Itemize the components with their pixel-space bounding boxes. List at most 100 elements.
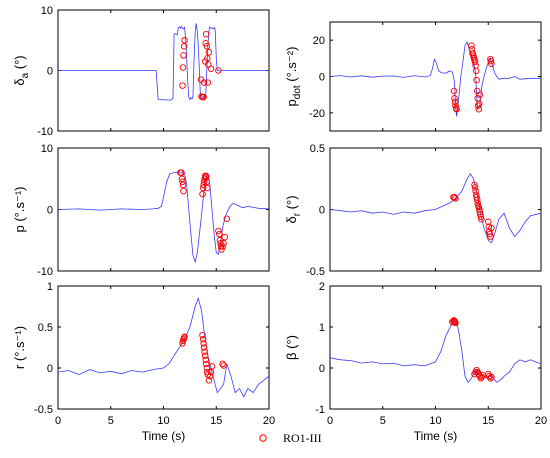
data-point-marker bbox=[474, 200, 481, 207]
data-point-marker bbox=[474, 102, 482, 109]
data-point-marker bbox=[477, 213, 485, 221]
legend-marker bbox=[259, 434, 267, 442]
data-point-marker bbox=[179, 64, 187, 71]
legend: RO1-III bbox=[259, 431, 322, 445]
data-point-marker bbox=[199, 336, 207, 343]
x-axis-label: Time (s) bbox=[414, 429, 458, 443]
y-tick-label: -20 bbox=[309, 108, 325, 120]
y-tick-label: 0 bbox=[319, 363, 325, 375]
series-line bbox=[58, 296, 269, 398]
data-point-marker bbox=[468, 42, 475, 49]
legend-label: RO1-III bbox=[283, 431, 322, 445]
data-point-marker bbox=[488, 373, 495, 381]
data-point-marker bbox=[486, 230, 494, 238]
series-line bbox=[58, 171, 269, 264]
data-point-marker bbox=[471, 58, 479, 66]
data-point-marker bbox=[476, 206, 483, 213]
data-point-marker bbox=[487, 57, 495, 65]
data-point-marker bbox=[205, 377, 213, 384]
y-axis-label: δa (°) bbox=[12, 55, 31, 85]
data-point-marker bbox=[202, 360, 210, 368]
x-tick-label: 0 bbox=[327, 415, 333, 427]
data-point-marker bbox=[179, 82, 186, 89]
data-point-marker bbox=[451, 98, 459, 106]
y-axis-label: δr (°) bbox=[284, 195, 303, 223]
x-axis-label: Time (s) bbox=[142, 429, 186, 443]
data-point-marker bbox=[200, 344, 208, 351]
series-line bbox=[330, 41, 541, 117]
panel-p: -10 0 10 p (°.s⁻¹) bbox=[12, 143, 270, 278]
y-tick-label: -10 bbox=[37, 126, 53, 138]
data-point-marker bbox=[450, 87, 458, 95]
axes-frame bbox=[329, 21, 542, 132]
data-point-marker bbox=[201, 352, 209, 359]
y-tick-label: 2 bbox=[319, 281, 325, 293]
series-line bbox=[58, 23, 269, 101]
series-line bbox=[330, 173, 541, 244]
x-tick-label: 10 bbox=[157, 415, 169, 427]
data-point-marker bbox=[478, 373, 486, 381]
data-point-marker bbox=[203, 43, 211, 50]
data-point-marker bbox=[199, 190, 206, 198]
data-point-marker bbox=[476, 100, 483, 108]
data-point-marker bbox=[487, 375, 494, 382]
panel-delta_a: -10 0 10 δa (°) bbox=[12, 5, 270, 138]
y-tick-label: -0.5 bbox=[306, 266, 325, 278]
y-axis-label: pdot (°.s⁻²) bbox=[284, 47, 303, 107]
x-tick-label: 5 bbox=[380, 415, 386, 427]
y-tick-label: 10 bbox=[41, 5, 53, 17]
data-point-marker bbox=[205, 49, 213, 56]
data-point-marker bbox=[203, 178, 211, 186]
y-tick-label: 1 bbox=[319, 322, 325, 334]
data-point-marker bbox=[223, 215, 231, 222]
panel-p_dot: -20 0 20 pdot (°.s⁻²) bbox=[284, 21, 542, 132]
x-tick-label: 15 bbox=[482, 415, 494, 427]
x-tick-label: 20 bbox=[535, 415, 547, 427]
y-axis-label: β (°) bbox=[284, 335, 299, 360]
data-point-marker bbox=[180, 187, 187, 195]
data-point-marker bbox=[181, 333, 188, 341]
data-point-marker bbox=[179, 340, 186, 347]
y-tick-label: -0.5 bbox=[34, 404, 53, 416]
data-point-marker bbox=[452, 102, 459, 109]
data-point-marker bbox=[453, 105, 460, 113]
data-point-marker bbox=[199, 184, 207, 192]
data-point-marker bbox=[206, 372, 214, 380]
axes-frame bbox=[329, 285, 542, 410]
data-point-marker bbox=[178, 175, 186, 183]
data-point-marker bbox=[216, 230, 223, 238]
data-point-marker bbox=[218, 246, 225, 253]
y-tick-label: 0.5 bbox=[38, 322, 53, 334]
x-tick-label: 10 bbox=[429, 415, 441, 427]
data-point-marker bbox=[200, 340, 207, 347]
data-point-marker bbox=[475, 203, 483, 211]
data-point-marker bbox=[200, 178, 208, 186]
data-point-marker bbox=[472, 67, 480, 75]
y-axis-label: p (°.s⁻¹) bbox=[12, 186, 27, 232]
data-point-marker bbox=[179, 181, 187, 189]
data-point-marker bbox=[204, 79, 212, 86]
data-point-marker bbox=[178, 169, 185, 176]
data-point-marker bbox=[202, 30, 210, 38]
data-point-marker bbox=[477, 211, 484, 218]
data-point-marker bbox=[471, 181, 478, 189]
y-tick-label: 0.5 bbox=[310, 143, 325, 155]
data-point-marker bbox=[199, 331, 206, 339]
y-tick-label: 1 bbox=[47, 281, 53, 293]
data-point-marker bbox=[208, 363, 216, 370]
x-tick-label: 0 bbox=[55, 415, 61, 427]
y-tick-label: 0 bbox=[47, 66, 53, 78]
y-tick-label: 0 bbox=[319, 72, 325, 84]
data-point-marker bbox=[451, 193, 458, 201]
data-point-marker bbox=[476, 91, 484, 98]
data-point-marker bbox=[179, 178, 186, 186]
y-tick-label: 20 bbox=[313, 35, 325, 47]
y-axis-label: r (°.s⁻¹) bbox=[12, 326, 27, 369]
data-point-marker bbox=[204, 184, 211, 192]
series-line bbox=[330, 320, 541, 384]
x-tick-label: 15 bbox=[210, 415, 222, 427]
panel-delta_r: -0.5 0 0.5 δr (°) bbox=[284, 143, 542, 278]
